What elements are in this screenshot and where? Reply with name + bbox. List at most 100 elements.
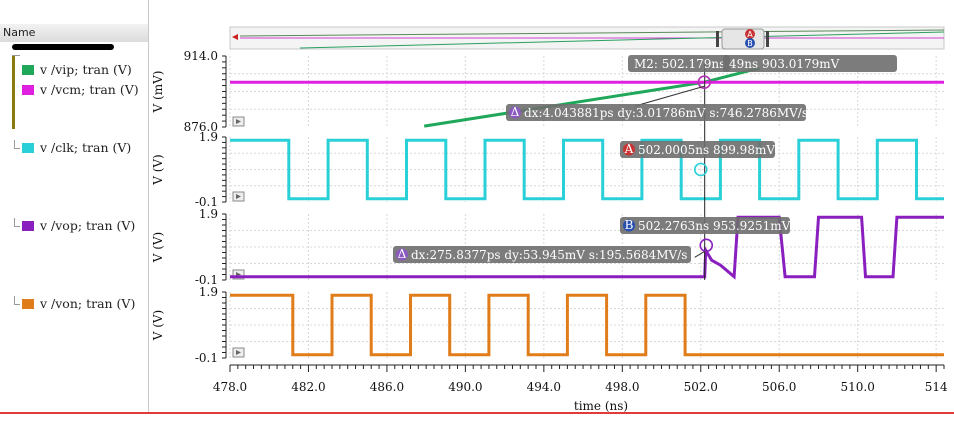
tree-connector	[14, 304, 20, 305]
signal-item-clk[interactable]: v /clk; tran (V)	[22, 140, 131, 155]
signal-label: v /vcm; tran (V)	[40, 82, 139, 97]
color-swatch	[22, 64, 34, 75]
tooltip-marker-b: B 502.2763ns 953.9251mV	[620, 217, 791, 234]
color-swatch	[22, 142, 34, 153]
tree-connector	[14, 148, 20, 149]
y-tick-label: 876.0	[184, 120, 218, 134]
overview-badge-b: B	[747, 39, 753, 48]
overview-trace	[239, 29, 945, 37]
tooltip-box	[628, 55, 730, 72]
overview-strip: AB	[229, 26, 945, 50]
y-tick-label: 1.9	[199, 207, 218, 221]
y-tick-label: 1.9	[199, 285, 218, 299]
x-axis-label: time (ns)	[574, 399, 628, 412]
subplot-3: 1.9 -0.1 V (V)	[151, 285, 944, 365]
panel-toggle-arrow	[236, 194, 241, 199]
overview-badge-a: A	[747, 30, 753, 39]
overview-marker-b	[745, 38, 755, 48]
delta-leader	[694, 250, 705, 258]
y-tick-label: -0.1	[195, 351, 218, 365]
group-bracket	[12, 55, 15, 129]
tooltip-badge	[623, 143, 635, 156]
color-swatch	[22, 298, 34, 309]
x-tick-label: 490.0	[448, 380, 482, 394]
tooltip-badge	[509, 106, 521, 119]
tree-connector	[14, 226, 20, 227]
x-tick-label: 478.0	[213, 380, 247, 394]
tooltip-badge	[623, 219, 635, 232]
series-line	[230, 215, 944, 280]
y-tick-label: -0.1	[195, 195, 218, 209]
tooltip-badge-letter: A	[624, 142, 634, 156]
tooltip-text: 502.2763ns 953.9251mV	[638, 219, 791, 233]
tooltip-box	[506, 104, 806, 121]
tooltip-text: 49ns 903.0179mV	[729, 57, 840, 71]
tree-connector	[12, 55, 20, 56]
panel-toggle-arrow	[236, 350, 241, 355]
x-tick-label: 482.0	[291, 380, 325, 394]
subplot-1: 1.9 -0.1 V (V)	[151, 130, 944, 209]
overview-marker-a	[745, 29, 755, 39]
y-axis-label: V (mV)	[151, 71, 165, 114]
x-tick-label: 514	[925, 380, 948, 394]
series-line	[230, 293, 944, 357]
y-tick-label: -0.1	[195, 273, 218, 287]
signal-item-vcm[interactable]: v /vcm; tran (V)	[22, 82, 139, 97]
delta-leader	[634, 85, 705, 107]
x-tick-label: 510.0	[841, 380, 875, 394]
tooltip-box	[620, 217, 790, 234]
y-tick-label: 1.9	[199, 130, 218, 144]
x-axis: 478.0 482.0 486.0 490.0 494.0 498.0 502.0 506.0…	[213, 364, 948, 412]
signal-item-vop[interactable]: v /vop; tran (V)	[22, 218, 135, 233]
panel-toggle-arrow	[236, 119, 241, 124]
x-tick-label: 498.0	[605, 380, 639, 394]
tooltip-marker-a: A 502.0005ns 899.98mV	[620, 141, 775, 158]
name-column-header[interactable]: Name	[0, 24, 148, 42]
tooltip-box	[723, 55, 897, 72]
tooltip-box	[393, 246, 691, 263]
marker-a	[693, 162, 708, 177]
tree-connector	[14, 140, 15, 148]
color-swatch	[22, 84, 34, 95]
y-axis-label: V (V)	[151, 310, 165, 342]
tooltip-text: 502.0005ns 899.98mV	[638, 143, 775, 157]
header-scroll-bar[interactable]	[12, 44, 114, 50]
signal-label: v /clk; tran (V)	[40, 140, 132, 155]
tooltip-text: dx:275.8377ps dy:53.945mV s:195.5684MV/s	[411, 248, 687, 262]
series-line	[230, 138, 944, 201]
tree-connector	[14, 296, 15, 304]
overview-handle-left	[716, 31, 719, 47]
signal-label: v /vop; tran (V)	[40, 218, 136, 233]
marker-m2	[697, 75, 712, 89]
tooltip-m2-extra: 49ns 903.0179mV	[723, 55, 897, 72]
status-divider	[0, 412, 954, 414]
overview-trace	[299, 31, 945, 49]
x-tick-label: 502.0	[684, 380, 718, 394]
tooltip-badge	[396, 248, 408, 261]
tooltip-badge-letter: Δ	[398, 247, 407, 261]
color-swatch	[22, 220, 34, 231]
markers	[634, 75, 714, 258]
overview-window	[721, 28, 765, 50]
signal-item-von[interactable]: v /von; tran (V)	[22, 296, 135, 311]
tooltip-box	[620, 141, 775, 158]
signal-list-panel: Name v /vip; tran (V) v /vcm; tran (V) v…	[0, 0, 149, 412]
y-axis-label: V (V)	[151, 154, 165, 186]
tooltip-badge-letter: Δ	[511, 105, 520, 119]
y-tick-label: 914.0	[184, 49, 218, 63]
tree-connector	[14, 218, 15, 226]
signal-label: v /vip; tran (V)	[40, 62, 132, 77]
signal-item-vip[interactable]: v /vip; tran (V)	[22, 62, 132, 77]
signal-label: v /von; tran (V)	[40, 296, 136, 311]
x-tick-label: 494.0	[527, 380, 561, 394]
y-axis-label: V (V)	[151, 232, 165, 264]
x-tick-label: 486.0	[370, 380, 404, 394]
overview-left-arrow	[232, 34, 238, 40]
x-tick-label: 506.0	[762, 380, 796, 394]
marker-b	[699, 238, 714, 253]
tooltip-text: dx:4.043881ps dy:3.01786mV s:746.2786MV/…	[524, 106, 808, 120]
tooltip-badge-letter: B	[625, 218, 634, 232]
